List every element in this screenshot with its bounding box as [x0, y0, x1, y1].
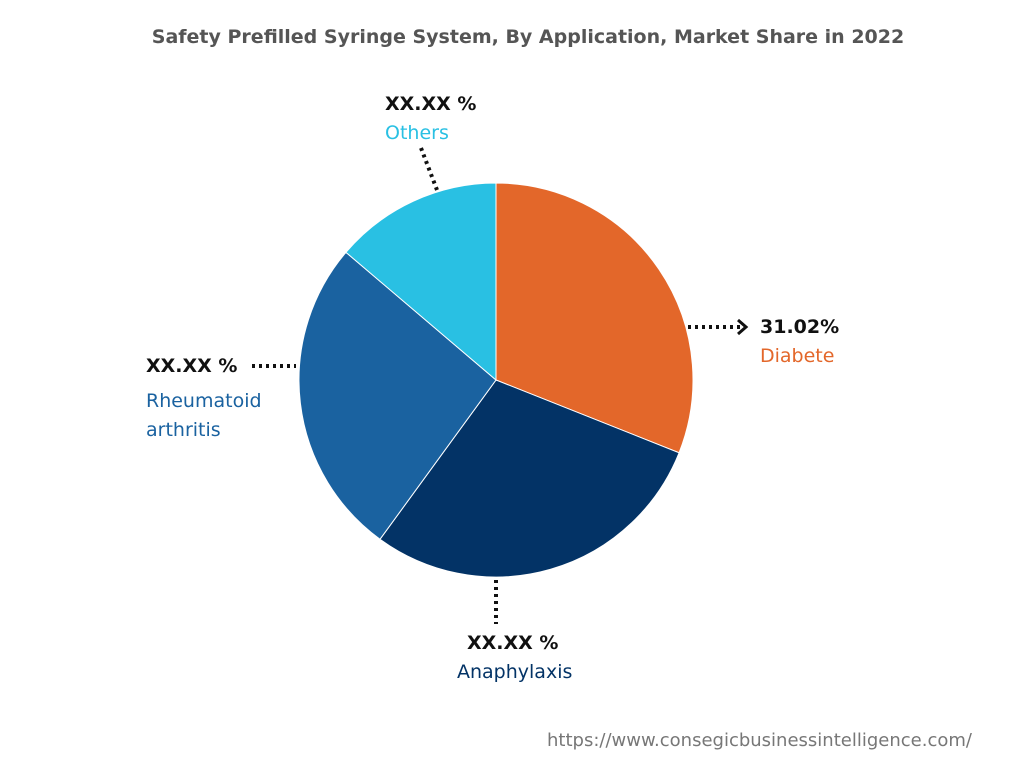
- value-label: 31.02%: [760, 316, 840, 338]
- label-anaphylaxis: XX.XX % Anaphylaxis: [457, 629, 572, 687]
- slice-diabete: [495, 182, 694, 454]
- category-label: Anaphylaxis: [457, 661, 573, 683]
- label-others: XX.XX % Others: [385, 90, 476, 148]
- slice-anaphylaxis: [379, 379, 680, 578]
- leader-others: [419, 147, 439, 191]
- label-diabete: 31.02% Diabete: [760, 313, 839, 371]
- arrow-diabete: [737, 318, 749, 336]
- category-label: Others: [385, 122, 449, 144]
- category-label: Diabete: [760, 345, 835, 367]
- source-url[interactable]: https://www.consegicbusinessintelligence…: [547, 730, 972, 751]
- category-label: Rheumatoid arthritis: [146, 390, 262, 441]
- leader-lines: [252, 147, 749, 624]
- value-label: XX.XX %: [146, 355, 238, 377]
- value-label: XX.XX %: [467, 632, 559, 654]
- value-label: XX.XX %: [385, 93, 477, 115]
- slice-others: [345, 182, 497, 382]
- slice-rheumatoid-arthritis: [298, 251, 497, 540]
- label-rheumatoid: XX.XX % Rheumatoid arthritis: [146, 352, 276, 445]
- chart-title: Safety Prefilled Syringe System, By Appl…: [151, 26, 905, 48]
